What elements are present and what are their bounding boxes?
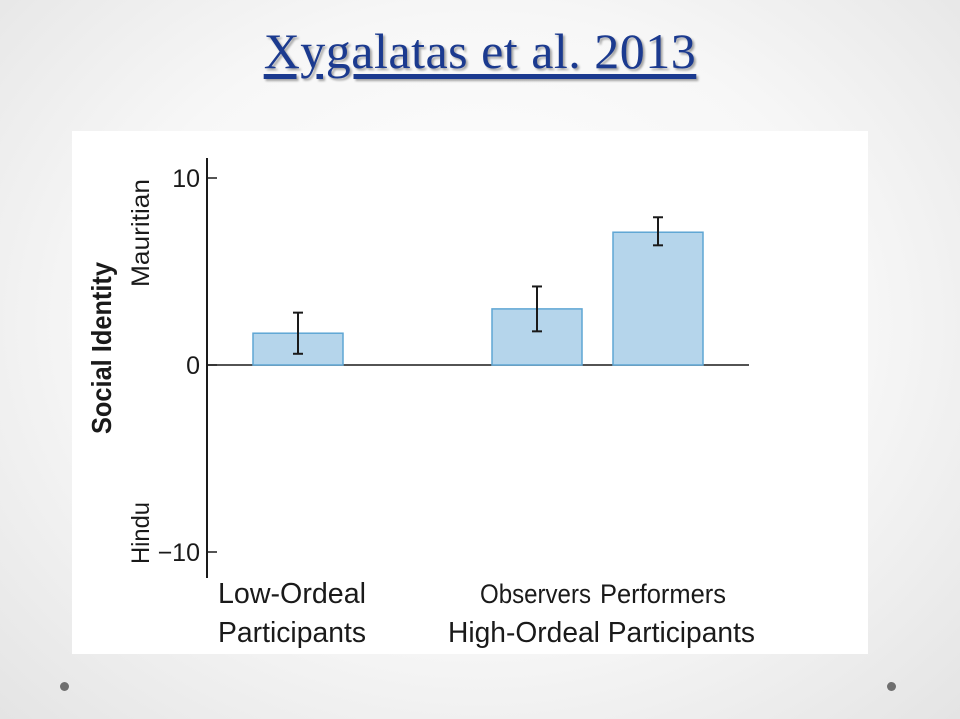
y-tick-label: 10 xyxy=(172,165,200,193)
category-label-observers: Observers xyxy=(480,579,591,609)
group-label-low-line1: Low-Ordeal xyxy=(218,578,366,610)
y-top-label: Mauritian xyxy=(127,179,155,287)
chart-panel: 10 0 −10 Social Identity Mauritian Hindu Low-… xyxy=(72,131,868,654)
chart-bars xyxy=(252,216,704,366)
category-label-performers: Performers xyxy=(600,579,726,609)
chart-labels: Social Identity Mauritian Hindu Low-Ordeal P… xyxy=(86,179,755,649)
y-tick-label: 0 xyxy=(186,352,200,380)
bar-chart: 10 0 −10 Social Identity Mauritian Hindu Low-… xyxy=(86,158,755,649)
chart-axes: 10 0 −10 xyxy=(158,158,749,578)
bar xyxy=(612,231,704,366)
group-label-low-line2: Participants xyxy=(218,617,366,649)
y-tick-label: −10 xyxy=(158,539,200,567)
y-bottom-label: Hindu xyxy=(127,502,155,564)
group-label-high-line2: High-Ordeal Participants xyxy=(448,617,755,649)
right-bullet-dot xyxy=(887,682,896,691)
left-bullet-dot xyxy=(60,682,69,691)
y-axis-label: Social Identity xyxy=(86,262,117,434)
slide-title: Xygalatas et al. 2013 xyxy=(263,23,697,79)
